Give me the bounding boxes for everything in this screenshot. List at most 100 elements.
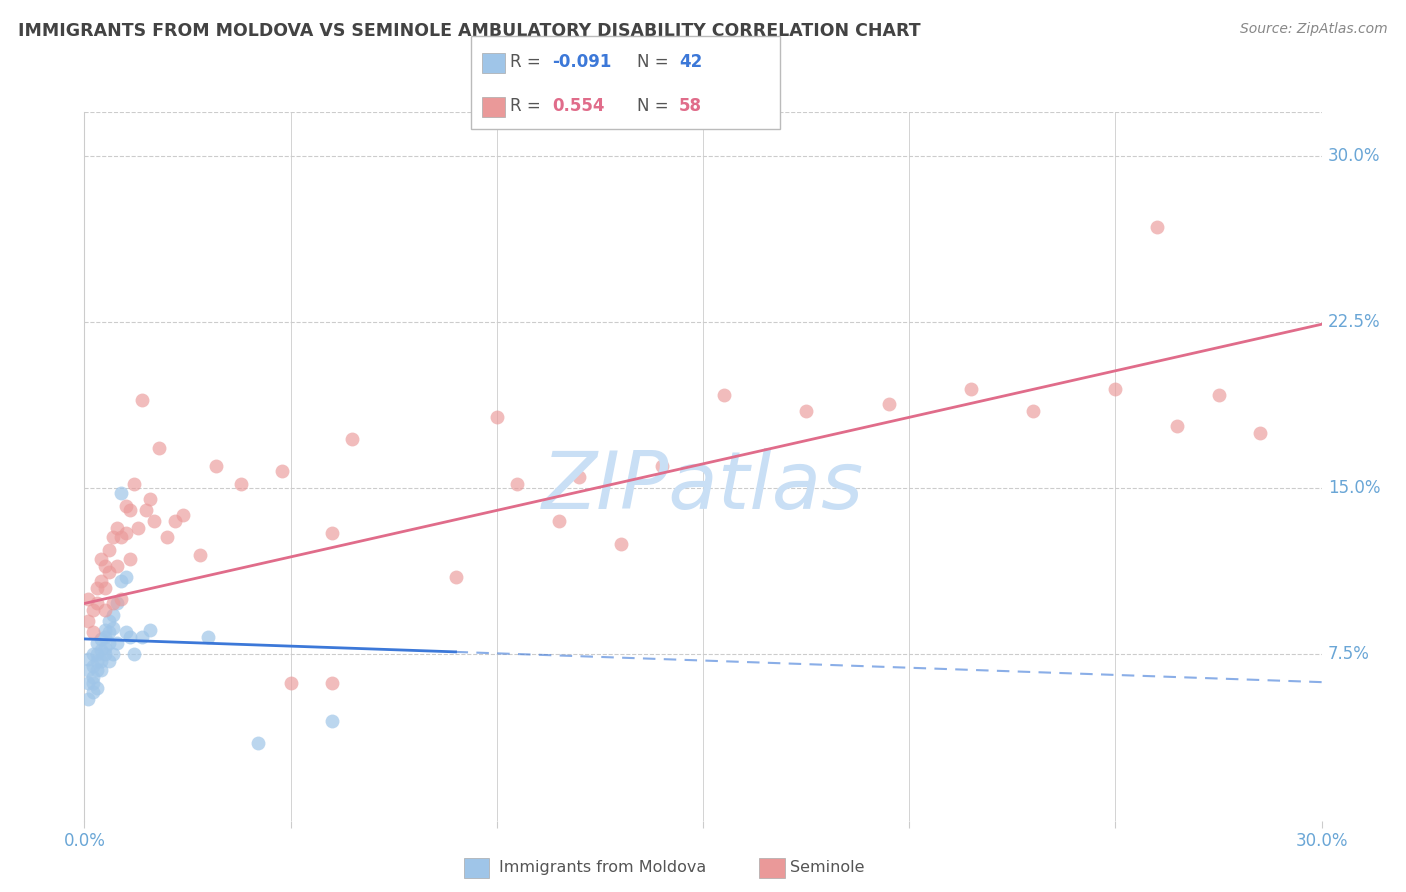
Point [118,503,141,517]
Point [103,597,125,611]
Point [321,525,343,540]
Point [90,574,112,589]
Point [82,670,104,684]
Point [1208,388,1230,402]
Point [651,459,673,474]
Point [127,521,149,535]
Point [246,736,269,750]
Point [94,581,117,595]
Point [135,503,157,517]
Point [114,570,136,584]
Point [139,492,162,507]
Point [86,663,108,677]
Point [568,470,591,484]
Text: R =: R = [510,97,547,115]
Point [77,663,100,677]
Point [229,476,252,491]
Point [342,433,364,447]
Point [77,652,100,666]
Point [86,654,108,668]
Point [118,552,141,566]
Point [98,654,121,668]
Text: N =: N = [637,53,673,70]
Point [82,658,104,673]
Point [86,597,108,611]
Point [98,625,121,640]
Point [82,676,104,690]
Point [165,515,187,529]
Point [131,630,153,644]
Point [148,442,170,456]
Point [110,574,132,589]
Point [1022,403,1045,417]
Point [94,623,117,637]
Point [139,623,162,637]
Point [90,654,112,668]
Point [105,597,128,611]
Point [98,566,121,580]
Point [110,530,132,544]
Text: 42: 42 [679,53,703,70]
Point [485,410,508,425]
Point [172,508,194,522]
Point [77,691,100,706]
Point [77,614,100,628]
Point [103,648,125,662]
Point [77,676,100,690]
Point [105,521,128,535]
Point [118,630,141,644]
Text: 30.0%: 30.0% [1327,147,1381,165]
Point [1104,382,1126,396]
Point [506,476,529,491]
Text: 22.5%: 22.5% [1327,313,1381,331]
Point [188,548,211,562]
Point [156,530,179,544]
Point [103,607,125,622]
Point [713,388,735,402]
Point [960,382,983,396]
Point [103,530,125,544]
Point [94,640,117,655]
Point [94,648,117,662]
Point [105,636,128,650]
Point [877,397,900,411]
Point [90,663,112,677]
Point [280,676,302,690]
Text: -0.091: -0.091 [553,53,612,70]
Point [114,499,136,513]
Point [110,485,132,500]
Point [94,558,117,573]
Text: Source: ZipAtlas.com: Source: ZipAtlas.com [1240,22,1388,37]
Point [86,648,108,662]
Point [321,714,343,728]
Point [86,681,108,695]
Point [90,552,112,566]
Text: N =: N = [637,97,673,115]
Point [86,636,108,650]
Point [98,636,121,650]
Text: 58: 58 [679,97,702,115]
Point [609,536,631,550]
Text: 7.5%: 7.5% [1327,646,1369,664]
Point [90,643,112,657]
Point [197,630,219,644]
Text: ZIPatlas: ZIPatlas [541,449,865,526]
Point [1249,425,1271,440]
Point [794,403,817,417]
Point [271,463,294,477]
Point [122,476,145,491]
Point [82,625,104,640]
Point [105,558,128,573]
Text: Seminole: Seminole [790,860,865,874]
Point [98,543,121,558]
Point [98,614,121,628]
Text: Immigrants from Moldova: Immigrants from Moldova [499,860,706,874]
Point [114,625,136,640]
Point [94,603,117,617]
Point [90,632,112,646]
Point [110,592,132,607]
Point [444,570,467,584]
Point [143,515,166,529]
Point [103,621,125,635]
Point [86,581,108,595]
